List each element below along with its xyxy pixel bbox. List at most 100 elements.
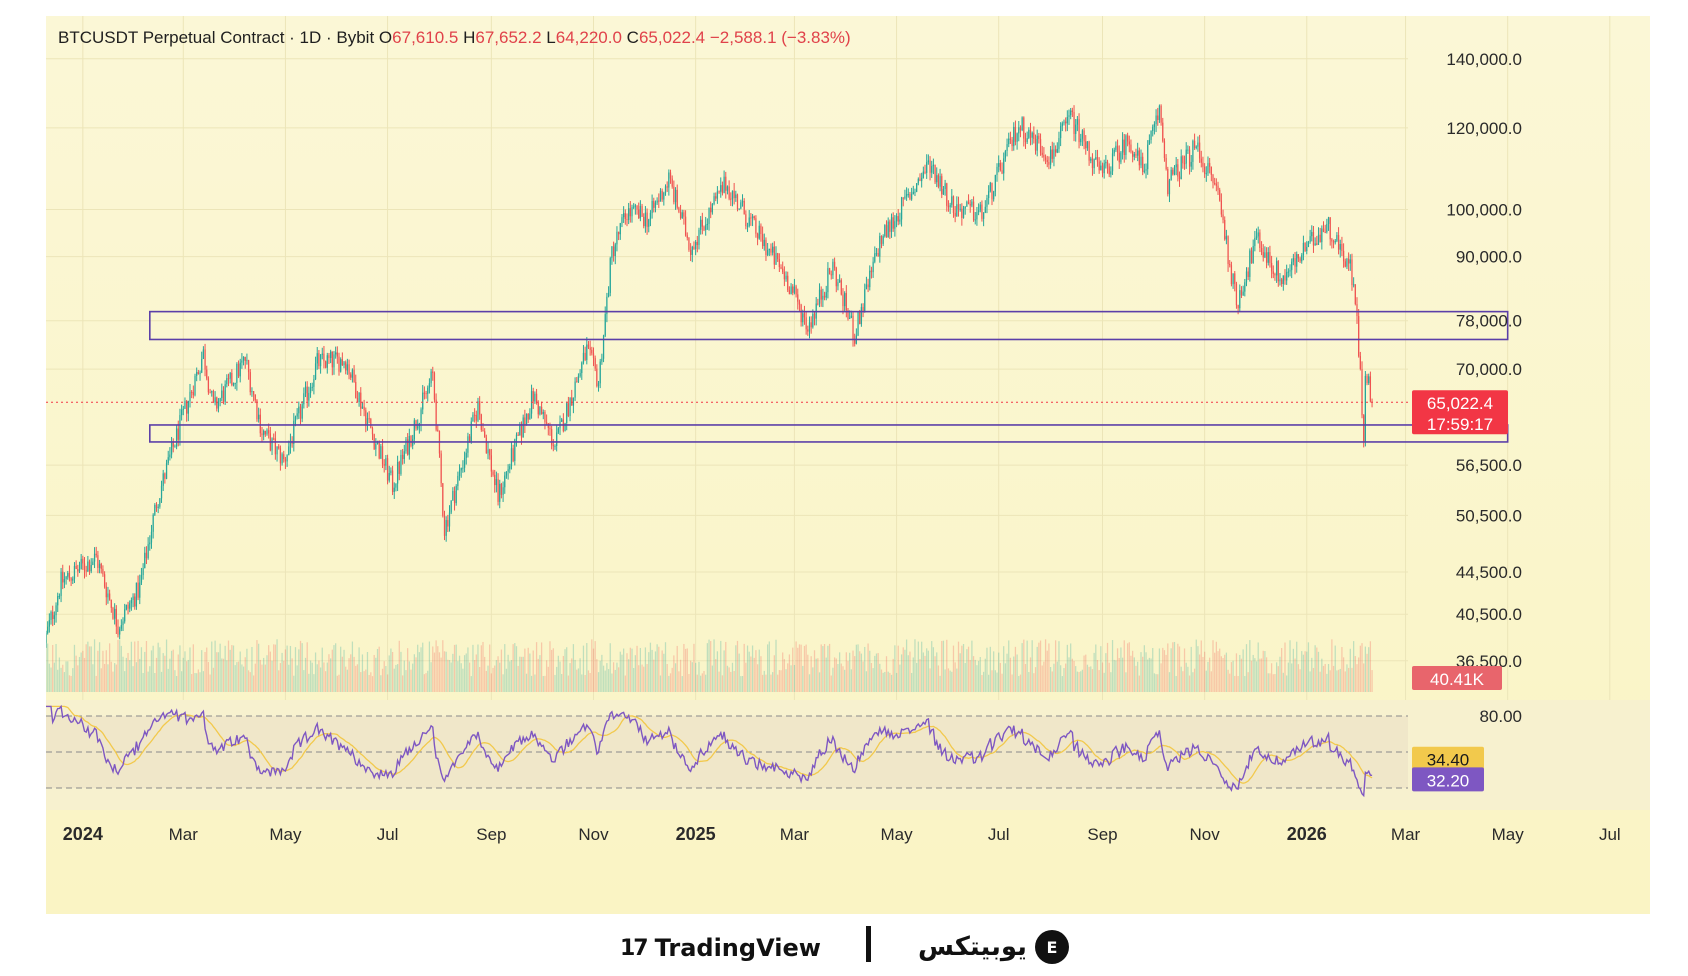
candle-body — [1260, 248, 1263, 253]
candle-body — [1170, 169, 1172, 181]
volume-bar — [514, 643, 516, 692]
candle-body — [947, 205, 950, 208]
volume-bar — [1257, 642, 1259, 692]
candle-body — [95, 553, 97, 556]
volume-bar — [767, 644, 769, 692]
candle-body — [621, 217, 623, 224]
candle-body — [452, 490, 454, 501]
volume-bar — [115, 664, 117, 692]
volume-bar — [678, 671, 680, 692]
volume-bar — [1075, 666, 1077, 692]
candle-body — [1126, 135, 1129, 142]
volume-bar — [1086, 664, 1089, 692]
candle-body — [1009, 138, 1012, 140]
candle-body — [748, 217, 750, 226]
volume-bar — [713, 639, 715, 692]
candle-body — [1060, 126, 1062, 139]
volume-bar — [1240, 658, 1243, 692]
volume-bar — [114, 663, 116, 692]
volume-bar — [828, 643, 831, 692]
candle-body — [442, 483, 444, 516]
candle-body — [549, 427, 551, 430]
volume-bar — [537, 658, 539, 692]
candle-body — [807, 329, 809, 332]
candle-body — [520, 423, 523, 438]
volume-bar — [346, 669, 349, 692]
candle-body — [281, 454, 283, 464]
candle-body — [380, 446, 382, 459]
x-tick-label: 2025 — [676, 824, 716, 844]
volume-bar — [768, 641, 770, 692]
volume-bar — [1016, 654, 1018, 692]
rsi-level-label: 80.00 — [1479, 707, 1522, 726]
volume-bar — [241, 664, 243, 692]
volume-bar — [604, 670, 606, 692]
candle-body — [482, 429, 484, 432]
candle-body — [1036, 135, 1038, 151]
volume-bar — [328, 654, 330, 692]
volume-bar — [1178, 646, 1181, 692]
candle-body — [957, 204, 960, 210]
candle-body — [447, 520, 449, 527]
candle-body — [1078, 119, 1080, 143]
candle-body — [75, 565, 77, 569]
volume-bar — [453, 644, 456, 692]
volume-bar — [87, 641, 89, 692]
volume-bar — [278, 670, 280, 692]
volume-bar — [910, 672, 913, 692]
volume-bar — [772, 672, 774, 692]
volume-bar — [398, 640, 400, 692]
candle-body — [1138, 150, 1140, 166]
candle-body — [864, 289, 866, 312]
candle-body — [705, 224, 707, 231]
candle-body — [1023, 117, 1025, 139]
volume-bar — [177, 654, 179, 692]
candle-body — [72, 578, 74, 581]
candle-body — [954, 212, 956, 217]
volume-bar — [597, 672, 600, 692]
volume-bar — [942, 640, 945, 692]
candle-body — [1115, 145, 1117, 150]
candle-body — [1282, 275, 1284, 285]
volume-bar — [48, 663, 50, 692]
candle-body — [314, 363, 317, 380]
volume-bar — [303, 670, 305, 692]
volume-bar — [1160, 663, 1162, 692]
candle-body — [912, 191, 914, 195]
candle-body — [914, 191, 916, 193]
candle-body — [731, 190, 734, 200]
candle-body — [581, 362, 583, 374]
volume-bar — [1028, 672, 1030, 692]
volume-bar — [500, 649, 503, 692]
volume-bar — [127, 652, 129, 692]
candle-body — [1240, 290, 1243, 296]
candle-body — [810, 322, 812, 328]
volume-bar — [1162, 647, 1164, 692]
candle-body — [323, 353, 325, 362]
candle-body — [169, 454, 171, 458]
candle-body — [567, 403, 570, 416]
y-tick-label: 70,000.0 — [1456, 360, 1522, 379]
candle-body — [1061, 123, 1063, 127]
candle-body — [165, 463, 168, 479]
candle-body — [706, 223, 708, 225]
rsi-ma-badge-bg — [1412, 746, 1484, 771]
candle-body — [741, 200, 744, 203]
volume-bar — [777, 674, 779, 692]
candle-body — [249, 372, 251, 393]
volume-bar — [817, 658, 819, 692]
volume-bar — [1036, 646, 1038, 692]
volume-bar — [663, 653, 665, 692]
volume-bar — [331, 649, 333, 692]
volume-bar — [1018, 676, 1020, 692]
volume-bar — [728, 667, 730, 692]
chart-canvas[interactable]: 140,000.0120,000.0100,000.090,000.078,00… — [46, 16, 1650, 914]
volume-bar — [584, 674, 586, 692]
volume-bar — [122, 656, 124, 692]
volume-bar — [1142, 656, 1144, 692]
volume-bar — [487, 665, 489, 692]
candle-body — [1073, 112, 1075, 134]
volume-bar — [1031, 640, 1033, 692]
volume-bar — [636, 645, 638, 692]
candle-body — [470, 421, 472, 443]
